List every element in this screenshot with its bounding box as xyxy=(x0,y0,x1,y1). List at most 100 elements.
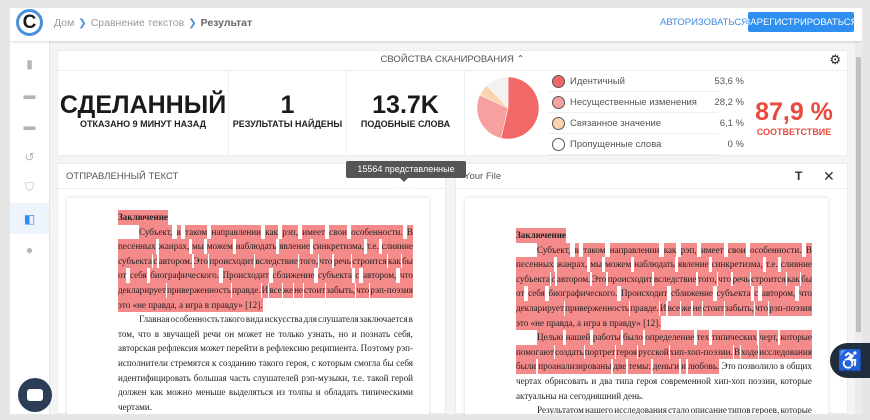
scan-properties-toggle[interactable]: СВОЙСТВА СКАНИРОВАНИЯ ⌃ xyxy=(58,51,847,71)
highlighted-text: было xyxy=(623,330,643,345)
text: поэзии, xyxy=(748,375,778,386)
text: актуальны на сегодняшний день. xyxy=(516,390,644,401)
chat-button[interactable] xyxy=(18,378,52,412)
text: вида xyxy=(245,314,264,325)
accessibility-icon: ♿ xyxy=(837,350,863,372)
logo[interactable]: C xyxy=(16,9,43,36)
document-line: песенных жанрах, мы можем наблюдать явление си… xyxy=(118,239,413,254)
highlighted-text: с xyxy=(754,286,759,301)
pie-slice xyxy=(476,94,509,139)
legend-item[interactable]: Идентичный 53,6 % xyxy=(548,71,744,92)
highlighted-text: свои xyxy=(727,242,746,258)
highlighted-text: происходит xyxy=(209,253,255,269)
document-line: чертами. xyxy=(118,400,413,414)
sidebar-item-explore[interactable]: ● xyxy=(10,234,49,265)
document-line: это «не правда, а игра в правду» [12]. xyxy=(118,297,413,313)
highlighted-text: что xyxy=(718,271,732,287)
highlighted-text: с xyxy=(551,271,556,287)
highlighted-text: темы: xyxy=(628,359,651,374)
text: и xyxy=(351,328,357,339)
highlighted-text: Это xyxy=(591,271,607,287)
legend-item[interactable]: Пропущенные слова 0 % xyxy=(548,134,744,155)
folder-user-icon: ▬ xyxy=(23,118,36,133)
text: из xyxy=(276,387,285,398)
text: бы xyxy=(382,357,394,368)
highlighted-text: сближение xyxy=(272,268,315,283)
text: большая xyxy=(193,372,227,383)
scrollbar[interactable] xyxy=(855,41,862,414)
accessibility-button[interactable]: ♿ xyxy=(830,343,870,378)
match-value: 87,9 % xyxy=(755,98,833,126)
legend-percent: 28,2 % xyxy=(714,96,744,108)
similar-words-label: ПОДОБНЫЕ СЛОВА xyxy=(360,119,451,129)
legend-swatch-icon xyxy=(552,116,565,130)
highlighted-text: которые xyxy=(780,330,812,345)
sidebar-item-security[interactable]: ⛉ xyxy=(10,172,49,203)
text: в xyxy=(259,343,265,354)
highlighted-text: таком xyxy=(583,242,606,258)
highlighted-text: любовь. xyxy=(688,359,720,374)
text: такого xyxy=(220,314,245,325)
highlighted-text: определение xyxy=(645,330,695,345)
text-format-icon[interactable]: T xyxy=(795,169,803,183)
highlighted-text: были xyxy=(516,359,537,374)
compare-icon: ◧ xyxy=(23,211,36,226)
highlighted-text: речь xyxy=(732,271,750,287)
breadcrumb-compare[interactable]: Сравнение текстов xyxy=(90,17,185,29)
login-link[interactable]: АВТОРИЗОВАТЬСЯ xyxy=(660,17,749,28)
text: героев, xyxy=(751,405,780,414)
breadcrumb-home[interactable]: Дом xyxy=(54,17,75,29)
highlighted-text: синкретизма, xyxy=(312,239,364,254)
text: в xyxy=(408,314,413,325)
document-line: помогают создать портрет героя русской хип-хо… xyxy=(516,344,812,360)
highlighted-text: как xyxy=(663,242,677,258)
legend-item[interactable]: Несущественные изменения 28,2 % xyxy=(548,92,744,113)
highlighted-text: декларирует xyxy=(516,300,564,316)
highlighted-text: помогают xyxy=(516,344,554,360)
text: себя xyxy=(396,357,413,368)
register-button[interactable]: ЗАРЕГИСТРИРОВАТЬСЯ xyxy=(745,12,857,32)
text: в xyxy=(154,328,160,339)
highlighted-text: вследствие xyxy=(255,253,298,269)
scrollbar-thumb[interactable] xyxy=(856,57,861,332)
highlighted-text: наблюдать xyxy=(634,257,675,272)
sidebar: ▮ ▬ ▬ ↺ ⛉ ◧ ● xyxy=(10,41,50,414)
text: чертами. xyxy=(118,401,153,412)
sidebar-item-compare[interactable]: ◧ xyxy=(10,203,49,234)
sidebar-item-new-scan[interactable]: ▮ xyxy=(10,48,49,79)
document-line: от себя биографического. Происходит сближени… xyxy=(516,286,812,301)
highlighted-text: все xyxy=(667,300,681,316)
text: не xyxy=(265,328,275,339)
sidebar-item-history[interactable]: ↺ xyxy=(10,141,49,172)
document-line: это «не правда, а игра в правду» [12]. xyxy=(516,315,812,331)
legend-item[interactable]: Связанное значение 6,1 % xyxy=(548,113,744,134)
chevron-right-icon: ❯ xyxy=(78,17,87,29)
text: рефлексию xyxy=(266,343,310,354)
highlighted-text: исследования xyxy=(759,344,812,360)
gear-icon[interactable]: ⚙ xyxy=(829,52,841,67)
sidebar-item-shared[interactable]: ▬ xyxy=(10,110,49,141)
submitted-text-title: ОТПРАВЛЕННЫЙ ТЕКСТ xyxy=(58,164,445,189)
document-heading: Заключение xyxy=(118,210,413,225)
highlighted-text: песенных xyxy=(118,239,156,254)
text: заключается xyxy=(359,314,408,325)
text: обрисовать xyxy=(544,375,589,386)
highlighted-text: Субъект, xyxy=(537,242,571,258)
text: позволило xyxy=(737,361,778,372)
text: типа xyxy=(615,375,634,386)
highlighted-text: направлении xyxy=(211,224,262,240)
sidebar-item-favorites[interactable]: ▬ xyxy=(10,79,49,110)
text: только xyxy=(278,328,304,339)
text: что xyxy=(138,328,151,339)
close-icon[interactable]: ✕ xyxy=(823,168,835,184)
highlighted-text: что xyxy=(356,282,370,298)
status-value: СДЕЛАННЫЙ xyxy=(59,91,227,119)
text: для xyxy=(303,314,317,325)
text: и xyxy=(315,387,321,398)
legend-percent: 53,6 % xyxy=(714,75,744,87)
text: два xyxy=(599,375,613,386)
highlighted-text: и xyxy=(681,359,686,374)
folder-star-icon: ▬ xyxy=(23,87,36,102)
status-stat: СДЕЛАННЫЙ ОТКАЗАНО 9 МИНУТ НАЗАД xyxy=(58,71,229,156)
match-stat: 87,9 % СООТВЕТСТВИЕ xyxy=(746,98,842,137)
